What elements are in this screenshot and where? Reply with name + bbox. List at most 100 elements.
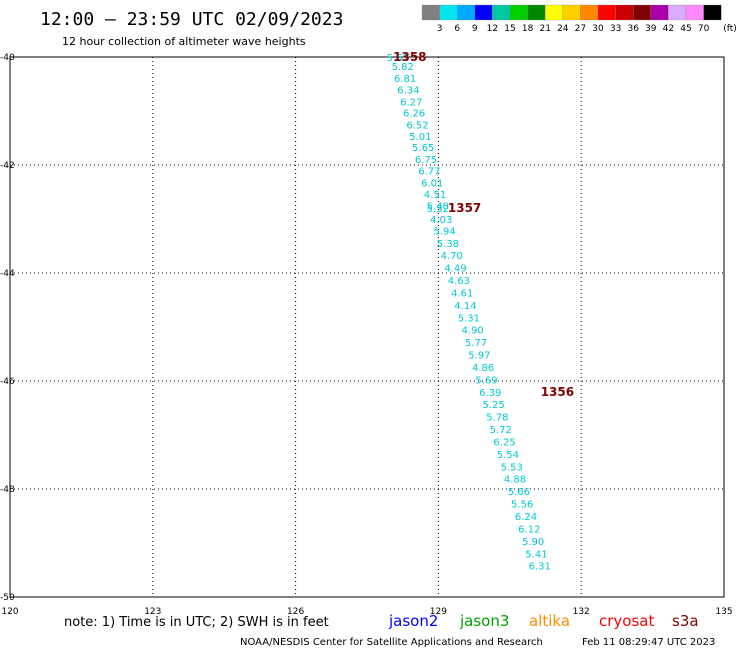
footer-timestamp: Feb 11 08:29:47 UTC 2023	[582, 637, 715, 648]
wave-height-label: 6.34	[397, 85, 419, 96]
wave-height-label: 5.54	[497, 450, 519, 461]
colorbar-swatch	[597, 4, 616, 21]
wave-height-label: 5.31	[458, 313, 480, 324]
wave-height-label: 5.41	[525, 549, 547, 560]
wave-height-label: 6.75	[415, 155, 437, 166]
wave-height-label: 6.24	[515, 512, 537, 523]
y-tick-label: -48	[0, 485, 15, 495]
colorbar-swatch	[703, 4, 722, 21]
wave-height-label: 6.27	[400, 97, 422, 108]
legend-jason3: jason3	[459, 612, 509, 630]
colorbar-swatch	[633, 4, 651, 21]
wave-height-label: 5.65	[412, 143, 434, 154]
legend-jason2: jason2	[388, 612, 438, 630]
colorbar-swatch	[545, 4, 563, 21]
wave-height-label: 4.70	[441, 251, 463, 262]
wave-height-label: 5.38	[437, 239, 459, 250]
colorbar-label: 27	[575, 24, 586, 34]
colorbar-label: 15	[504, 24, 515, 34]
colorbar-swatch	[439, 4, 458, 21]
wave-height-label: 6.52	[406, 121, 428, 132]
pass-labels: 1358 1357 1356	[393, 50, 574, 399]
pass-number-label: 1357	[448, 201, 481, 215]
colorbar-swatch	[615, 4, 634, 21]
colorbar-label: 24	[557, 24, 569, 34]
x-tick-label: 126	[287, 607, 304, 617]
plot-frame	[9, 56, 725, 598]
satellite-legend: jason2 jason3 altika cryosat s3a	[388, 612, 699, 630]
wave-height-label: 6.12	[518, 524, 540, 535]
data-labels: 5.525.826.816.346.276.266.525.015.656.75…	[387, 53, 551, 573]
wave-height-label: 4.14	[454, 301, 476, 312]
wave-height-label: 6.31	[529, 562, 551, 573]
x-tick-label: 135	[715, 607, 732, 617]
wave-height-label: 4.90	[462, 326, 484, 337]
wave-height-label: 4.49	[444, 264, 466, 275]
wave-height-label: 6.26	[403, 109, 425, 120]
wave-height-label: 4.88	[504, 475, 526, 486]
colorbar-swatch	[457, 4, 475, 21]
colorbar-swatch	[580, 4, 599, 21]
wave-height-label: 4.63	[448, 276, 470, 287]
wave-height-label: 5.56	[511, 500, 533, 511]
colorbar-swatch	[474, 4, 493, 21]
colorbar-swatch	[650, 4, 669, 21]
wave-height-label: 4.03	[430, 215, 452, 226]
wave-height-label: 5.72	[490, 425, 512, 436]
chart-subtitle: 12 hour collection of altimeter wave hei…	[62, 35, 306, 48]
wave-height-label: 5.40	[427, 202, 449, 213]
pass-number-label: 1356	[541, 385, 574, 399]
colorbar-label: 3	[437, 24, 443, 34]
wave-height-label: 5.25	[482, 400, 504, 411]
grid-lines	[10, 57, 724, 597]
y-tick-label: -44	[0, 269, 15, 279]
pass-number-label: 1358	[393, 50, 426, 64]
wave-height-label: 6.01	[421, 178, 443, 189]
legend-s3a: s3a	[672, 612, 699, 630]
axis-ticks: 120 123 126 129 132 135 -40 -42 -44 -46 -48 -50	[0, 53, 733, 617]
wave-height-label: 5.66	[508, 487, 530, 498]
colorbar-label: 70	[698, 24, 710, 34]
y-tick-label: -40	[0, 53, 15, 63]
x-tick-label: 129	[430, 607, 447, 617]
wave-height-label: 4.86	[472, 363, 494, 374]
legend-cryosat: cryosat	[599, 612, 654, 630]
wave-height-label: 5.90	[522, 537, 544, 548]
colorbar-label: 30	[592, 24, 604, 34]
colorbar-label: 33	[610, 24, 621, 34]
colorbar-unit: (ft)	[723, 24, 737, 34]
wave-height-label: 6.81	[394, 74, 416, 85]
colorbar-label: 18	[522, 24, 534, 34]
y-tick-label: -50	[0, 593, 15, 603]
colorbar-swatch	[562, 4, 581, 21]
wave-height-label: 4.51	[424, 190, 446, 201]
wave-height-label: 5.32	[427, 204, 449, 215]
colorbar-label: 9	[472, 24, 478, 34]
colorbar-label: 6	[454, 24, 460, 34]
wave-height-label: 5.01	[409, 132, 431, 143]
colorbar-swatch	[527, 4, 546, 21]
wave-height-label: 5.52	[387, 53, 409, 64]
colorbar-swatch	[668, 4, 687, 21]
wave-height-label: 6.77	[418, 166, 440, 177]
wave-height-label: 6.39	[479, 388, 501, 399]
wave-height-label: 5.94	[433, 226, 455, 237]
wave-height-label: 5.53	[501, 462, 523, 473]
y-tick-label: -42	[0, 161, 15, 171]
wave-height-label: 5.78	[486, 413, 508, 424]
colorbar-swatch	[685, 4, 704, 21]
colorbar-swatch	[492, 4, 511, 21]
legend-altika: altika	[529, 612, 570, 630]
wave-height-label: 4.61	[451, 288, 473, 299]
wave-height-label: 6.25	[493, 437, 515, 448]
x-tick-label: 120	[1, 607, 18, 617]
chart-title: 12:00 – 23:59 UTC 02/09/2023	[40, 9, 343, 30]
colorbar-swatch	[421, 4, 440, 21]
wave-height-label: 5.82	[392, 62, 414, 73]
colorbar-label: 39	[645, 24, 657, 34]
colorbar-label: 36	[627, 24, 639, 34]
colorbar: 3 6 9 12 15 18 21 24 27 30 33 36 39 42 45 70 (ft)	[421, 4, 737, 34]
x-tick-label: 123	[144, 607, 161, 617]
colorbar-label: 21	[539, 24, 550, 34]
